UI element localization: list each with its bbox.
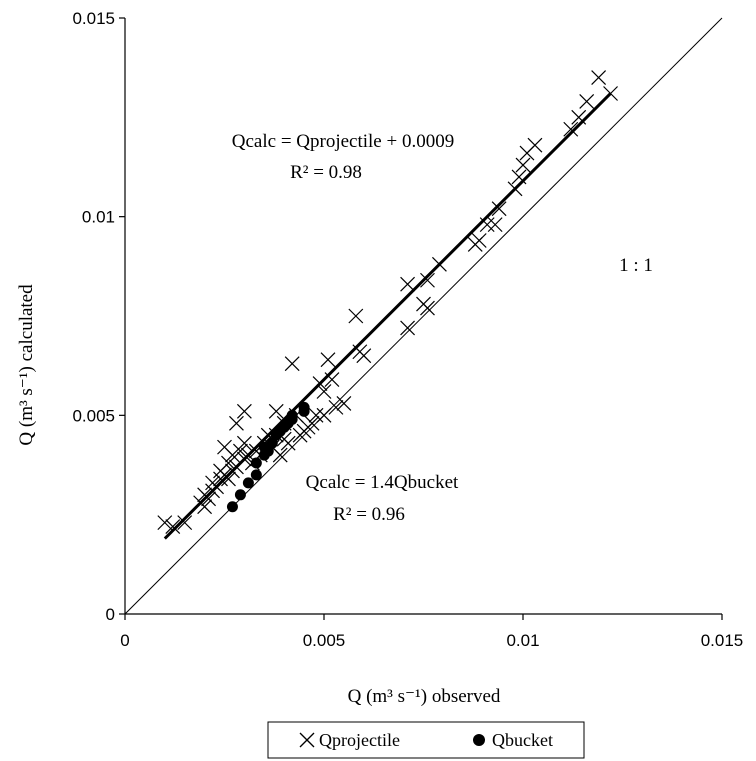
qprojectile-point: [571, 109, 587, 125]
qprojectile-point: [603, 86, 618, 101]
qprojectile-point: [177, 515, 193, 531]
qprojectile-point: [527, 137, 543, 153]
qprojectile-point: [272, 447, 288, 463]
qprojectile-point: [316, 407, 332, 423]
legend-x-marker-icon: [299, 732, 315, 748]
one-to-one-line: [124, 17, 723, 615]
qprojectile-point: [420, 272, 435, 288]
qbucket-point: [250, 469, 262, 481]
qprojectile-point: [400, 276, 416, 292]
qprojectile-point: [304, 415, 320, 431]
qprojectile-point: [491, 201, 507, 217]
qprojectile-point: [471, 233, 487, 248]
qprojectile-point: [280, 435, 296, 451]
qbucket-point: [250, 457, 262, 469]
qprojectile-point: [316, 384, 332, 399]
projectile-r2: R² = 0.98: [290, 162, 362, 183]
qprojectile-point: [229, 415, 244, 431]
qprojectile-point: [225, 447, 240, 463]
bucket-r2: R² = 0.96: [333, 504, 405, 525]
qprojectile-point: [356, 348, 372, 364]
y-tick-label: 0: [106, 605, 115, 624]
qprojectile-point: [336, 395, 352, 411]
legend: Qprojectile Qbucket: [267, 721, 585, 759]
qprojectile-point: [209, 479, 224, 495]
qbucket-point: [286, 409, 298, 421]
qprojectile-point: [157, 515, 173, 531]
qprojectile-point: [487, 217, 503, 233]
qprojectile-point: [201, 491, 217, 507]
projectile-equation: Qcalc = Qprojectile + 0.0009: [232, 131, 454, 152]
qprojectile-point: [221, 455, 236, 471]
qprojectile-point: [268, 403, 284, 419]
qprojectile-point: [324, 372, 340, 387]
qprojectile-point: [515, 157, 531, 173]
qprojectile-point: [563, 121, 579, 137]
legend-label-qbucket: Qbucket: [492, 730, 553, 750]
qbucket-point: [234, 489, 246, 501]
x-tick-label: 0.015: [701, 631, 744, 650]
bucket-equation: Qcalc = 1.4Qbucket: [306, 472, 459, 493]
x-axis-ticks: 0 0.005 0.01 0.015: [120, 614, 743, 650]
qprojectile-point: [236, 435, 252, 451]
qprojectile-point: [591, 70, 607, 86]
qprojectile-point: [511, 169, 527, 185]
qprojectile-point: [232, 443, 248, 459]
x-tick-label: 0.005: [303, 631, 346, 650]
qprojectile-point: [312, 376, 328, 391]
plot-area: 0 0.005 0.01 0.015 0 0.005 0.01 0.015: [72, 9, 743, 650]
qprojectile-point: [579, 94, 595, 109]
qprojectile-point: [507, 181, 523, 197]
y-tick-label: 0.005: [72, 406, 115, 425]
qprojectile-point: [320, 352, 336, 368]
qprojectile-point: [431, 256, 447, 272]
y-tick-label: 0.01: [82, 208, 115, 227]
y-axis-title: Q (m³ s⁻¹) calculated: [16, 284, 37, 446]
x-tick-label: 0.01: [506, 631, 539, 650]
qprojectile-point: [400, 320, 416, 336]
qbucket-point: [298, 401, 310, 413]
x-axis-title: Q (m³ s⁻¹) observed: [348, 686, 501, 707]
qprojectile-point: [236, 403, 252, 419]
qprojectile-point: [308, 407, 324, 423]
qprojectile-point: [479, 217, 495, 233]
qprojectile-point: [165, 519, 181, 535]
qprojectile-point: [348, 308, 364, 324]
legend-box: [267, 721, 585, 759]
y-axis-ticks: 0 0.005 0.01 0.015: [72, 9, 125, 624]
legend-dot-marker-icon: [473, 734, 485, 746]
qprojectile-point: [197, 499, 213, 515]
qprojectile-point: [328, 399, 344, 415]
legend-label-qprojectile: Qprojectile: [319, 730, 400, 750]
qbucket-point: [242, 477, 254, 489]
qprojectile-point: [420, 300, 435, 316]
x-tick-label: 0: [120, 631, 129, 650]
series-qbucket: [226, 401, 310, 513]
qprojectile-point: [284, 356, 300, 372]
qbucket-point: [226, 501, 238, 513]
one-to-one-label: 1 : 1: [619, 255, 653, 276]
qprojectile-point: [221, 471, 236, 487]
y-tick-label: 0.015: [72, 9, 115, 28]
